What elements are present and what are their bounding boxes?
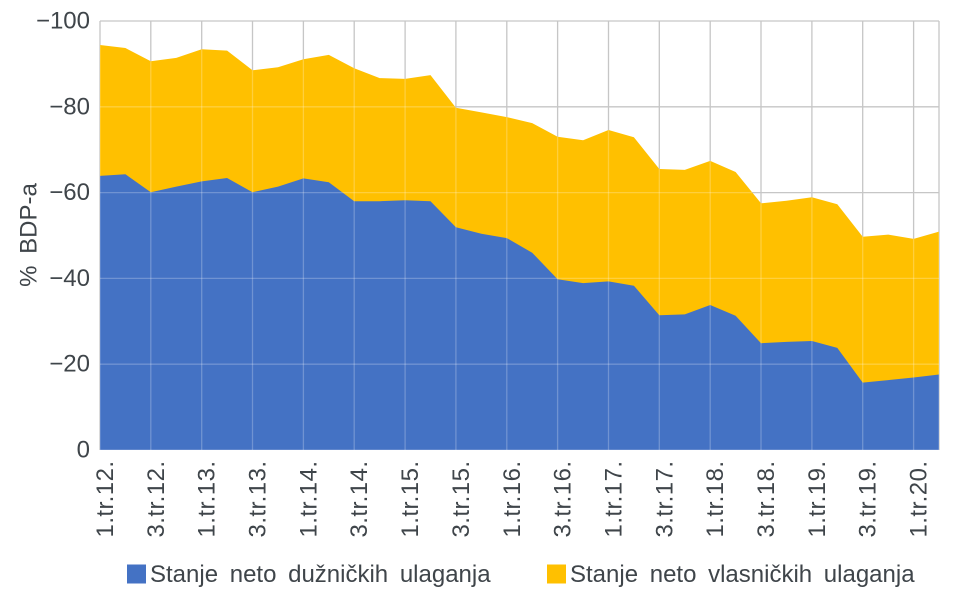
svg-text:−100: −100: [36, 8, 90, 35]
svg-text:3.tr.16.: 3.tr.16.: [550, 461, 577, 538]
svg-text:0: 0: [77, 437, 90, 464]
svg-text:1.tr.12.: 1.tr.12.: [92, 461, 119, 538]
svg-text:3.tr.14.: 3.tr.14.: [346, 461, 373, 538]
svg-text:Stanje neto dužničkih ulaganja: Stanje neto dužničkih ulaganja: [150, 561, 491, 588]
svg-text:−40: −40: [49, 265, 90, 292]
svg-text:1.tr.16.: 1.tr.16.: [499, 461, 526, 538]
svg-text:3.tr.19.: 3.tr.19.: [855, 461, 882, 538]
svg-text:3.tr.15.: 3.tr.15.: [448, 461, 475, 538]
svg-text:1.tr.18.: 1.tr.18.: [702, 461, 729, 538]
svg-text:Stanje neto vlasničkih ulaganj: Stanje neto vlasničkih ulaganja: [570, 561, 915, 588]
svg-text:1.tr.20.: 1.tr.20.: [906, 461, 933, 538]
svg-text:3.tr.13.: 3.tr.13.: [245, 461, 272, 538]
svg-text:1.tr.14.: 1.tr.14.: [295, 461, 322, 538]
svg-text:3.tr.18.: 3.tr.18.: [753, 461, 780, 538]
svg-text:1.tr.19.: 1.tr.19.: [804, 461, 831, 538]
svg-text:% BDP-a: % BDP-a: [16, 183, 43, 287]
svg-text:1.tr.15.: 1.tr.15.: [397, 461, 424, 538]
svg-text:1.tr.17.: 1.tr.17.: [601, 461, 628, 538]
svg-text:1.tr.13.: 1.tr.13.: [194, 461, 221, 538]
svg-text:3.tr.12.: 3.tr.12.: [143, 461, 170, 538]
svg-text:−20: −20: [49, 351, 90, 378]
svg-text:3.tr.17.: 3.tr.17.: [651, 461, 678, 538]
svg-text:−80: −80: [49, 93, 90, 120]
svg-text:−60: −60: [49, 179, 90, 206]
